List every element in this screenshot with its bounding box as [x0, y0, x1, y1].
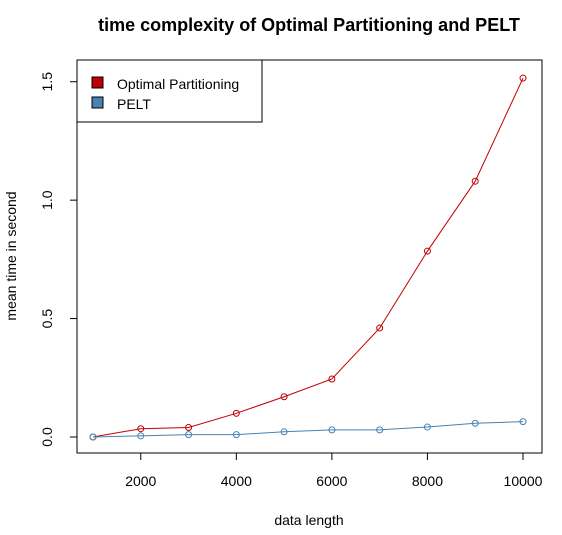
series-line-pelt	[93, 422, 523, 437]
legend-swatch-optimal-partitioning	[92, 77, 103, 88]
y-tick-label: 0.0	[39, 427, 55, 447]
y-tick-label: 1.5	[39, 72, 55, 92]
legend-label-optimal-partitioning: Optimal Partitioning	[117, 76, 239, 92]
y-tick-label: 1.0	[39, 190, 55, 210]
x-axis-label: data length	[274, 512, 343, 528]
x-tick-label: 8000	[412, 473, 443, 489]
legend-swatch-pelt	[92, 97, 103, 108]
series-line-optimal-partitioning	[93, 78, 523, 437]
series-layer	[90, 75, 526, 440]
x-tick-label: 2000	[125, 473, 156, 489]
series-pelt	[90, 419, 526, 440]
y-tick-label: 0.5	[39, 309, 55, 329]
chart-title: time complexity of Optimal Partitioning …	[98, 15, 520, 35]
legend: Optimal Partitioning PELT	[77, 60, 262, 122]
y-axis-label: mean time in second	[3, 191, 19, 320]
x-axis: 2000 4000 6000 8000 10000	[125, 453, 542, 489]
series-optimal-partitioning	[90, 75, 526, 440]
legend-label-pelt: PELT	[117, 96, 151, 112]
x-tick-label: 4000	[221, 473, 252, 489]
x-tick-label: 10000	[504, 473, 543, 489]
x-tick-label: 6000	[316, 473, 347, 489]
y-axis: 0.0 0.5 1.0 1.5	[39, 72, 77, 447]
